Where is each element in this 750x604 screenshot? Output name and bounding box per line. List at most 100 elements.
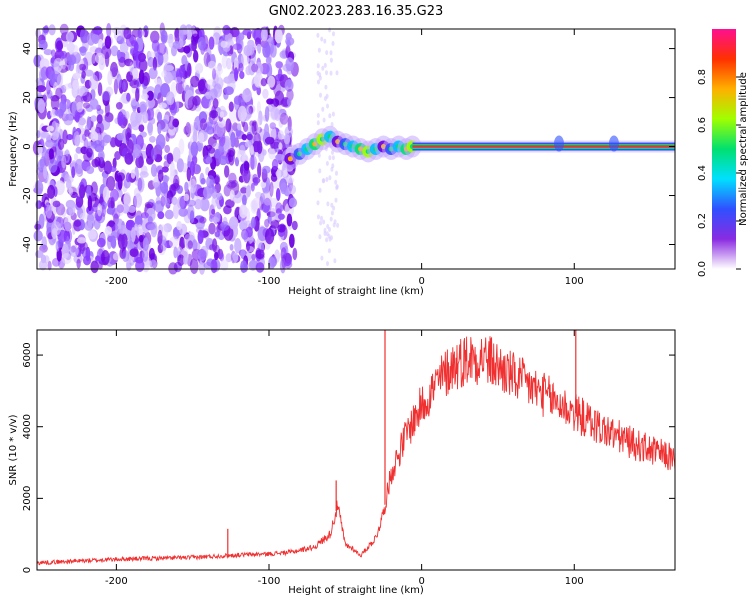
noise-cell	[177, 254, 185, 266]
noise-cell	[129, 79, 140, 89]
noise-cell	[74, 109, 80, 123]
noise-cell	[165, 198, 171, 206]
noise-cell	[218, 143, 224, 156]
sparse-cell	[316, 113, 320, 118]
noise-cell	[168, 236, 179, 249]
noise-cell	[91, 52, 96, 64]
noise-cell	[275, 188, 281, 201]
colorbar-tick-label: 0.4	[697, 165, 708, 181]
noise-cell	[214, 231, 220, 238]
noise-cell	[276, 168, 282, 180]
noise-cell	[160, 181, 169, 194]
sparse-cell	[326, 261, 329, 267]
noise-cell	[213, 83, 223, 98]
noise-cell	[241, 230, 248, 240]
noise-cell	[197, 79, 205, 92]
noise-cell	[150, 30, 160, 44]
noise-cell	[126, 92, 131, 102]
x-tick-label: -100	[258, 276, 281, 287]
noise-cell	[35, 200, 40, 210]
noise-cell	[116, 49, 122, 60]
noise-cell	[189, 210, 195, 224]
noise-cell	[95, 127, 102, 134]
noise-cell	[108, 219, 115, 228]
sparse-cell	[318, 234, 322, 240]
noise-cell	[264, 136, 275, 145]
noise-cell	[68, 187, 73, 196]
noise-cell	[137, 27, 143, 39]
noise-cell	[187, 62, 192, 77]
noise-cell	[118, 56, 126, 68]
noise-cell	[195, 63, 204, 74]
noise-cell	[100, 118, 111, 130]
noise-cell	[106, 176, 116, 191]
noise-cell	[61, 253, 72, 265]
noise-cell	[172, 147, 181, 163]
noise-cell	[217, 62, 222, 72]
noise-cell	[110, 235, 116, 248]
sparse-cell	[329, 216, 333, 222]
noise-cell	[89, 74, 99, 91]
noise-cell	[34, 223, 42, 230]
noise-cell	[211, 196, 217, 208]
noise-cell	[48, 24, 56, 36]
noise-cell	[75, 146, 83, 154]
noise-cell	[211, 68, 217, 80]
noise-cell	[53, 57, 63, 72]
noise-cell	[212, 238, 218, 253]
noise-cell	[279, 112, 289, 125]
noise-cell	[246, 133, 254, 141]
sparse-cell	[325, 161, 329, 166]
noise-cell	[286, 39, 291, 49]
noise-cell	[255, 249, 265, 259]
noise-cell	[178, 207, 188, 217]
noise-cell	[148, 67, 158, 80]
noise-cell	[116, 73, 122, 89]
sparse-cell	[323, 38, 327, 44]
sparse-cell	[320, 36, 324, 42]
y-tick-label: 0	[22, 143, 33, 149]
noise-cell	[46, 173, 52, 187]
bottom-y-axis-label: SNR (10 * v/v)	[8, 414, 19, 485]
noise-cell	[49, 70, 56, 87]
noise-cell	[137, 177, 143, 191]
noise-cell	[176, 246, 183, 256]
noise-cell	[181, 80, 187, 89]
snr-line	[36, 336, 676, 566]
noise-cell	[198, 132, 205, 144]
x-tick-label: -200	[105, 276, 128, 287]
noise-cell	[170, 161, 175, 177]
noise-cell	[63, 115, 73, 126]
sparse-cell	[326, 224, 330, 229]
noise-cell	[269, 122, 276, 130]
noise-cell	[114, 30, 123, 41]
noise-cell	[157, 111, 162, 123]
noise-cell	[208, 222, 216, 235]
noise-cell	[239, 204, 248, 219]
noise-cell	[246, 241, 251, 252]
noise-cell	[86, 32, 96, 46]
colorbar-tick-label: 0.8	[697, 69, 708, 85]
noise-cell	[246, 185, 251, 198]
noise-cell	[193, 50, 199, 63]
sparse-cell	[320, 255, 324, 261]
noise-cell	[176, 185, 183, 194]
noise-cell	[57, 138, 65, 150]
noise-cell	[225, 118, 232, 133]
noise-cell	[141, 93, 149, 100]
top-x-ticks: -200 -100 0 100	[105, 29, 584, 287]
noise-cell	[203, 262, 213, 269]
bottom-x-ticks: -200 -100 0 100	[105, 330, 584, 587]
noise-cell	[176, 220, 183, 231]
noise-cell	[78, 63, 87, 71]
noise-cell	[164, 65, 174, 72]
x-tick-label: -100	[258, 576, 281, 587]
noise-cell	[177, 196, 185, 210]
noise-cell	[251, 63, 259, 73]
noise-cell	[33, 230, 43, 242]
sparse-cell	[325, 177, 329, 182]
sparse-cell	[331, 41, 335, 46]
noise-cell	[275, 202, 283, 215]
noise-cell	[79, 184, 86, 199]
